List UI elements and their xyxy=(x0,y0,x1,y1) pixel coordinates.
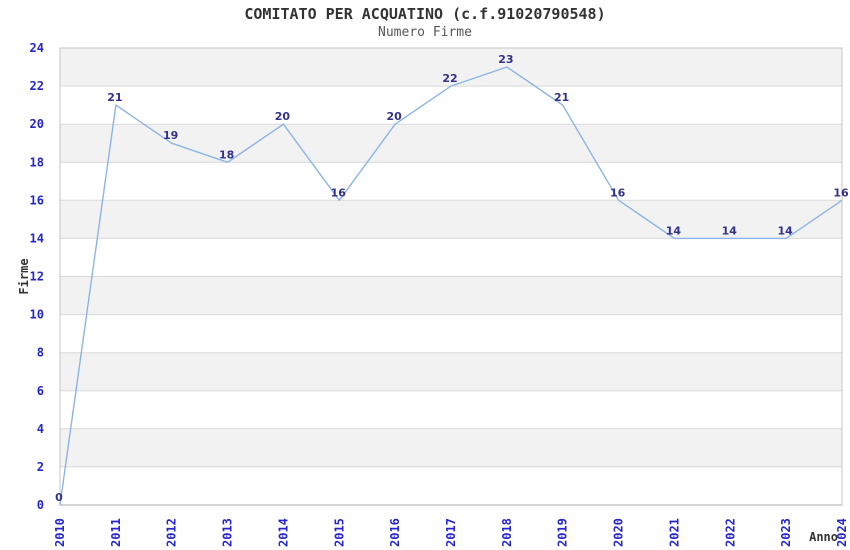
plot-band-gray xyxy=(60,48,842,87)
y-tick-label: 18 xyxy=(30,155,44,169)
plot-band-white xyxy=(60,238,842,277)
y-tick-label: 8 xyxy=(37,346,44,360)
y-tick-label: 2 xyxy=(37,460,44,474)
y-tick-label: 12 xyxy=(30,270,44,284)
y-tick-label: 4 xyxy=(37,422,44,436)
point-label: 20 xyxy=(275,110,291,123)
x-axis-title: Anno xyxy=(809,530,838,544)
point-label: 14 xyxy=(777,224,793,237)
y-tick-label: 10 xyxy=(30,308,44,322)
y-tick-label: 22 xyxy=(30,79,44,93)
x-tick-label: 2018 xyxy=(500,518,514,547)
plot-band-white xyxy=(60,390,842,429)
chart-subtitle: Numero Firme xyxy=(378,25,472,40)
point-label: 16 xyxy=(833,186,849,199)
x-tick-label: 2023 xyxy=(779,518,793,547)
point-label: 23 xyxy=(498,53,513,66)
y-tick-label: 14 xyxy=(30,231,44,245)
point-label: 0 xyxy=(55,491,63,504)
x-tick-label: 2021 xyxy=(667,518,681,547)
point-label: 18 xyxy=(219,148,234,161)
plot-band-white xyxy=(60,466,842,505)
x-tick-label: 2013 xyxy=(221,518,235,547)
point-label: 14 xyxy=(666,224,682,237)
plot-band-white xyxy=(60,86,842,125)
point-label: 22 xyxy=(442,72,457,85)
plot-band-gray xyxy=(60,124,842,163)
x-tick-label: 2020 xyxy=(612,518,626,547)
y-tick-label: 24 xyxy=(30,41,44,55)
plot-band-gray xyxy=(60,276,842,315)
plot-band-gray xyxy=(60,200,842,239)
x-tick-label: 2015 xyxy=(332,518,346,547)
x-tick-label: 2010 xyxy=(53,518,67,547)
series-line xyxy=(59,66,843,506)
y-tick-label: 6 xyxy=(37,384,44,398)
x-tick-label: 2012 xyxy=(165,518,179,547)
plot-band-white xyxy=(60,314,842,353)
point-label: 16 xyxy=(610,186,626,199)
chart-title: COMITATO PER ACQUATINO (c.f.91020790548) xyxy=(244,5,606,23)
x-tick-label: 2022 xyxy=(723,518,737,547)
x-tick-label: 2017 xyxy=(444,518,458,547)
x-tick-label: 2016 xyxy=(388,518,402,547)
x-tick-label: 2019 xyxy=(556,518,570,547)
point-label: 21 xyxy=(554,91,569,104)
point-label: 19 xyxy=(163,129,178,142)
point-label: 21 xyxy=(107,91,122,104)
plot-band-white xyxy=(60,162,842,201)
y-axis-title: Firme xyxy=(17,258,31,294)
point-label: 20 xyxy=(386,110,402,123)
x-tick-label: 2024 xyxy=(835,518,849,547)
plot-band-gray xyxy=(60,428,842,467)
point-label: 16 xyxy=(331,186,347,199)
x-tick-label: 2011 xyxy=(109,518,123,547)
y-tick-label: 16 xyxy=(30,193,44,207)
x-tick-label: 2014 xyxy=(276,518,290,547)
y-tick-label: 20 xyxy=(30,117,44,131)
y-tick-label: 0 xyxy=(37,498,44,512)
point-label: 14 xyxy=(722,224,738,237)
plot-band-gray xyxy=(60,352,842,391)
